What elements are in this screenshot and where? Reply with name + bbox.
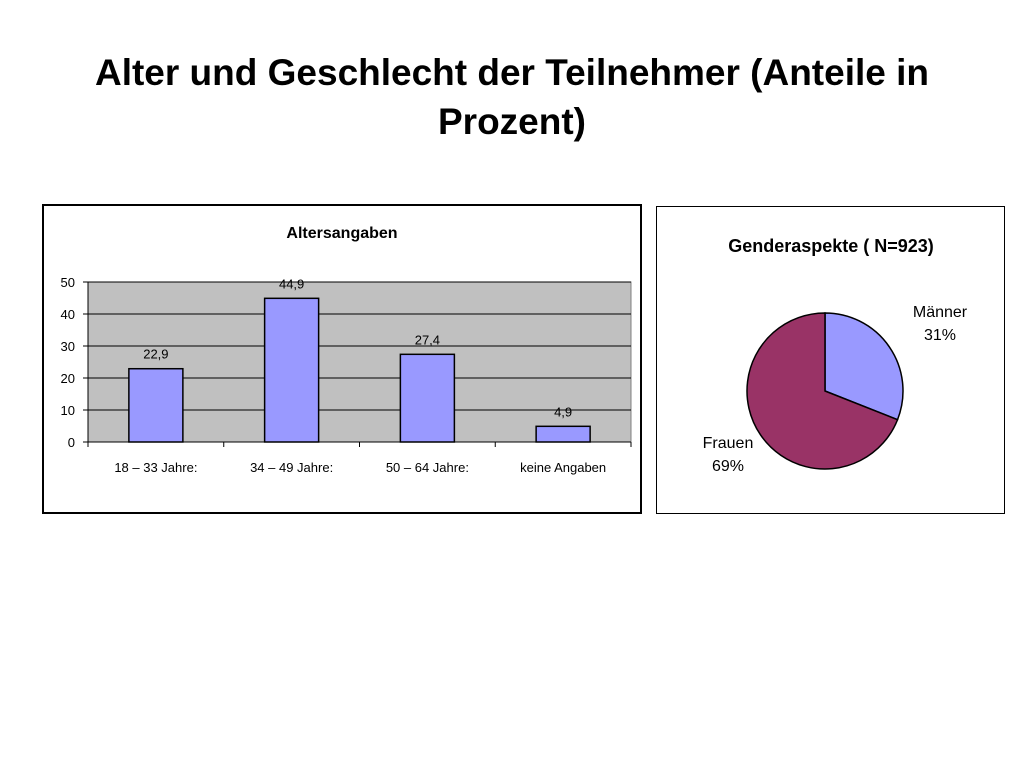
chart-title: Altersangaben [286, 225, 397, 242]
pie-slice [746, 312, 899, 470]
y-tick-label: 50 [61, 275, 75, 290]
gender-pie-chart: Genderaspekte ( N=923) Männer 31% Frauen 69% [656, 206, 1005, 514]
pie-slice [824, 312, 904, 421]
pie-chart-svg: Genderaspekte ( N=923) Männer 31% Frauen 69% [703, 236, 968, 475]
x-category-label: 18 – 33 Jahre: [114, 460, 197, 475]
x-category-label: keine Angaben [520, 460, 606, 475]
slice-label: Frauen [703, 435, 754, 452]
y-tick-label: 0 [68, 435, 75, 450]
age-bar-chart: Altersangaben 0 10 20 30 40 50 22,9 18 – 33 Jahr… [42, 204, 642, 514]
bar [535, 425, 591, 443]
y-tick-label: 30 [61, 339, 75, 354]
bar-value-label: 44,9 [279, 276, 304, 291]
chart-title: Genderaspekte ( N=923) [728, 236, 934, 256]
bar-value-label: 27,4 [415, 332, 440, 347]
bar [128, 367, 184, 443]
bar [263, 297, 320, 443]
x-category-label: 50 – 64 Jahre: [386, 460, 469, 475]
bar-value-label: 22,9 [143, 347, 168, 362]
slice-value-label: 69% [712, 458, 744, 475]
slice-label: Männer [913, 304, 968, 321]
y-tick-label: 10 [61, 403, 75, 418]
bar-chart-svg: Altersangaben 0 10 20 30 40 50 22,9 18 – 33 Jahr… [61, 225, 632, 475]
bar-value-label: 4,9 [554, 404, 572, 419]
bar [399, 353, 456, 443]
x-category-label: 34 – 49 Jahre: [250, 460, 333, 475]
y-tick-label: 40 [61, 307, 75, 322]
slice-value-label: 31% [924, 327, 956, 344]
y-tick-label: 20 [61, 371, 75, 386]
slide-title: Alter und Geschlecht der Teilnehmer (Ant… [94, 52, 930, 142]
